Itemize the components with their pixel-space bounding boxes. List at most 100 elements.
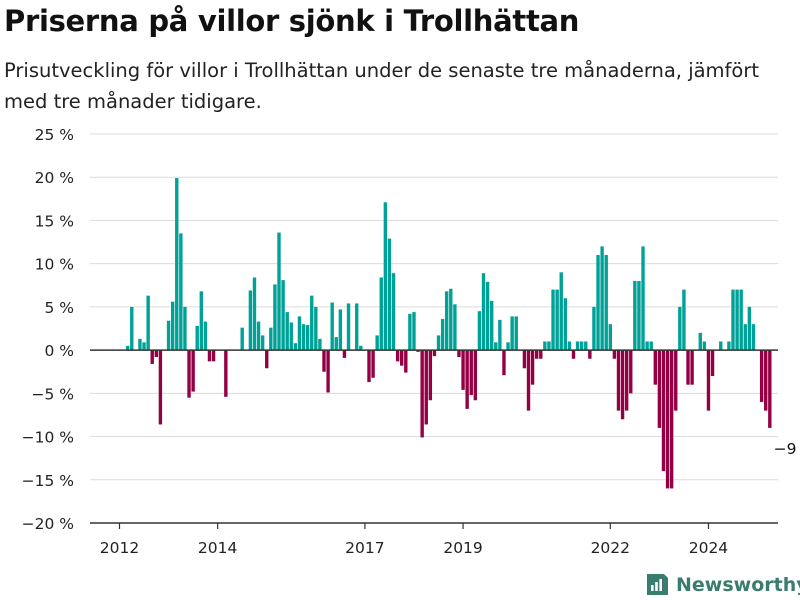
x-tick-label: 2012 — [100, 539, 139, 557]
bar-negative — [265, 350, 269, 369]
x-tick-label: 2014 — [198, 539, 237, 557]
y-tick-label: 5 % — [44, 299, 74, 317]
bar-negative — [469, 350, 473, 396]
bar-positive — [719, 341, 723, 351]
bar-positive — [338, 309, 343, 351]
bar-negative — [665, 350, 670, 489]
x-tick-label: 2024 — [689, 539, 728, 557]
bar-positive — [273, 284, 277, 351]
bar-positive — [387, 238, 392, 351]
bar-positive — [731, 289, 735, 351]
bar-positive — [567, 341, 572, 351]
chart-subtitle: Prisutveckling för villor i Trollhättan … — [4, 59, 760, 113]
bar-negative — [588, 350, 592, 359]
bar-positive — [248, 290, 253, 351]
bar-negative — [764, 350, 768, 411]
bar-negative — [158, 350, 163, 425]
bar-positive — [477, 311, 482, 351]
bar-positive — [453, 304, 457, 351]
bar-negative — [539, 350, 543, 359]
bar-positive — [285, 312, 289, 351]
bar-positive — [751, 324, 756, 351]
bar-positive — [743, 324, 747, 351]
bar-negative — [624, 350, 629, 411]
bar-negative — [629, 350, 633, 394]
bar-positive — [391, 273, 396, 351]
bar-positive — [678, 306, 682, 351]
bar-positive — [702, 341, 707, 351]
bar-negative — [322, 350, 326, 372]
bar-positive — [747, 306, 752, 351]
y-tick-label: 0 % — [44, 342, 74, 360]
bar-positive — [596, 255, 600, 351]
bar-negative — [224, 350, 228, 397]
bar-positive — [277, 232, 281, 351]
bar-positive — [260, 335, 265, 351]
bar-negative — [686, 350, 690, 385]
bar-negative — [416, 350, 420, 352]
bar-positive — [698, 332, 702, 351]
bar-negative — [661, 350, 666, 472]
y-tick-label: −5 % — [31, 385, 74, 403]
bar-positive — [346, 303, 351, 351]
bar-positive — [301, 324, 306, 351]
bar-negative — [669, 350, 674, 489]
bar-positive — [281, 280, 285, 351]
bar-positive — [359, 345, 363, 351]
x-tick-label: 2019 — [443, 539, 482, 557]
x-tick-label: 2022 — [591, 539, 630, 557]
bar-negative — [342, 350, 347, 358]
bar-positive — [146, 295, 150, 351]
bar-negative — [400, 350, 404, 366]
bar-positive — [240, 327, 244, 351]
bar-positive — [739, 289, 743, 351]
bar-negative — [502, 350, 506, 376]
bar-positive — [645, 341, 649, 351]
bar-positive — [334, 337, 338, 351]
bar-positive — [449, 288, 453, 351]
bar-positive — [166, 320, 171, 351]
bar-negative — [674, 350, 678, 411]
bar-positive — [490, 300, 494, 351]
bar-positive — [375, 335, 379, 351]
bar-positive — [514, 316, 518, 351]
bar-positive — [445, 291, 449, 351]
y-tick-label: 10 % — [35, 256, 74, 274]
bar-negative — [424, 350, 428, 425]
bar-positive — [289, 322, 293, 351]
bar-negative — [191, 350, 195, 392]
bar-positive — [727, 341, 731, 351]
bar-positive — [412, 312, 416, 351]
bar-negative — [530, 350, 535, 385]
bar-negative — [432, 350, 437, 357]
bar-positive — [138, 338, 142, 351]
bar-positive — [408, 313, 412, 351]
bar-negative — [404, 350, 408, 373]
bar-positive — [608, 324, 612, 351]
bar-positive — [175, 178, 179, 351]
bar-negative — [657, 350, 662, 428]
bar-positive — [551, 289, 555, 351]
bar-negative — [690, 350, 694, 385]
y-tick-label: −20 % — [22, 515, 74, 533]
y-tick-label: 15 % — [35, 212, 74, 230]
bar-negative — [457, 350, 461, 358]
bar-positive — [575, 341, 580, 351]
bar-positive — [252, 277, 257, 351]
y-tick-label: −10 % — [22, 429, 74, 447]
y-tick-label: 20 % — [35, 169, 74, 187]
bar-positive — [485, 281, 490, 351]
bar-negative — [465, 350, 469, 409]
bar-negative — [526, 350, 531, 411]
bar-positive — [199, 291, 203, 351]
bar-negative — [326, 350, 330, 393]
bar-positive — [130, 306, 134, 351]
bar-positive — [579, 341, 584, 351]
bar-negative — [428, 350, 433, 401]
bar-positive — [543, 341, 547, 351]
bar-positive — [293, 343, 298, 351]
bar-negative — [207, 350, 212, 362]
bar-negative — [534, 350, 539, 359]
bar-negative — [620, 350, 625, 420]
